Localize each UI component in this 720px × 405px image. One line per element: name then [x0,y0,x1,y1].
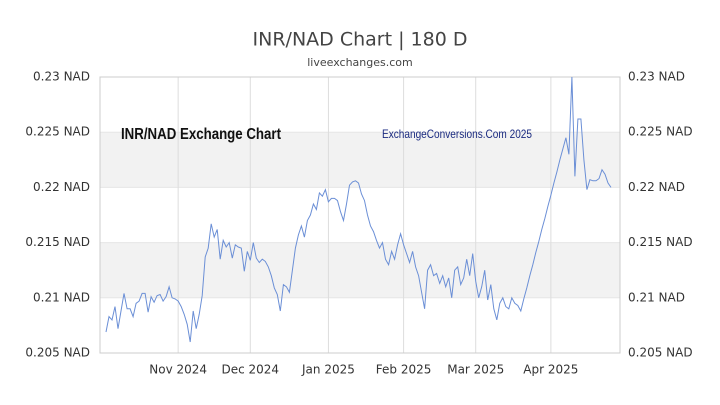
x-tick-label: Apr 2025 [523,363,578,377]
annotation: ExchangeConversions.Com 2025 [382,127,532,141]
plot-background [100,76,620,354]
y2-tick-label: 0.21 NAD [628,290,685,304]
plot-frame [99,76,621,354]
y2-tick-label: 0.22 NAD [628,180,685,194]
x-tick-label: Dec 2024 [221,363,279,377]
grid-band [100,242,620,298]
y2-tick-label: 0.205 NAD [628,346,693,360]
y2-tick-label: 0.215 NAD [628,235,693,249]
y-tick-label: 0.205 NAD [25,346,90,360]
y-tick-label: 0.22 NAD [33,180,90,194]
chart-title: INR/NAD Chart | 180 D [253,29,468,51]
y-tick-label: 0.23 NAD [33,70,90,84]
y2-tick-label: 0.225 NAD [628,125,693,139]
y-tick-label: 0.21 NAD [33,290,90,304]
x-tick-label: Feb 2025 [376,363,432,377]
x-tick-label: Nov 2024 [149,363,207,377]
x-tick-label: Jan 2025 [301,363,355,377]
x-tick-label: Mar 2025 [447,363,504,377]
y-tick-label: 0.215 NAD [25,235,90,249]
y2-tick-label: 0.23 NAD [628,70,685,84]
annotation: INR/NAD Exchange Chart [121,126,282,143]
chart-subtitle: liveexchanges.com [307,56,412,69]
data-line [105,76,612,343]
grid-band [100,132,620,188]
y-tick-label: 0.225 NAD [25,125,90,139]
